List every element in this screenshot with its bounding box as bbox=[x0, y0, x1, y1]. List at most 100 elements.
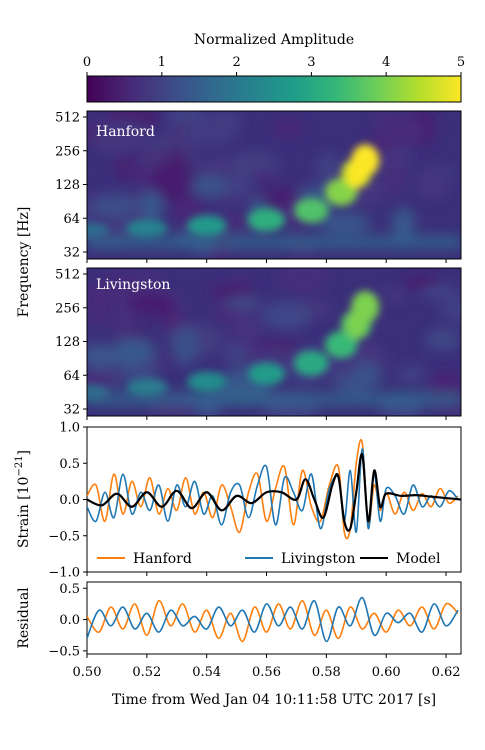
chirp-point bbox=[125, 378, 168, 397]
spectrogram-cell bbox=[254, 169, 277, 184]
spectrogram-cell bbox=[316, 152, 343, 187]
spectrogram-band bbox=[87, 392, 461, 407]
colorbar-tick-label: 4 bbox=[382, 55, 390, 70]
ytick-label: 256 bbox=[55, 144, 80, 159]
colorbar-tick-label: 0 bbox=[83, 55, 91, 70]
chirp-point bbox=[293, 350, 329, 376]
spectrogram-cell bbox=[112, 337, 156, 367]
spectrogram-cell bbox=[128, 292, 175, 317]
hanford-yticks: 32 64 128 256 512 bbox=[55, 111, 87, 261]
legend-label: Hanford bbox=[133, 551, 192, 567]
spectrogram-cell bbox=[87, 294, 112, 326]
ytick-label: 0.5 bbox=[59, 457, 80, 472]
livingston-panel-label: Livingston bbox=[96, 277, 170, 293]
legend-label: Model bbox=[396, 551, 441, 567]
spectrogram-cell bbox=[111, 302, 136, 342]
spectrogram-cell bbox=[424, 328, 461, 351]
residual-series-hanford bbox=[87, 599, 459, 643]
spectrogram-cell bbox=[380, 286, 408, 304]
chirp-point bbox=[125, 219, 168, 238]
strain-series-hanford bbox=[87, 438, 459, 540]
residual-series-livingston bbox=[87, 596, 459, 643]
spectrogram-cell bbox=[87, 343, 120, 367]
ytick-label: 128 bbox=[55, 335, 80, 350]
chirp-peak bbox=[347, 159, 366, 188]
spectrogram-cell bbox=[272, 118, 304, 139]
spectrogram-cell bbox=[227, 173, 250, 196]
strain-plot: 1.0 0.5 0.0 −0.5 −1.0 Strain [10−21] Hanford… bbox=[14, 421, 462, 581]
colorbar-ticks: 0 1 2 3 4 5 bbox=[83, 55, 465, 76]
xtick-label: 0.56 bbox=[252, 665, 281, 680]
spectrogram-cell bbox=[190, 174, 228, 198]
ytick-label: −0.5 bbox=[48, 644, 80, 659]
spectrogram-cell bbox=[104, 119, 152, 150]
ytick-label: 512 bbox=[55, 268, 80, 283]
ytick-label: −1.0 bbox=[48, 566, 80, 581]
chirp-point bbox=[87, 384, 109, 401]
spectrogram-cell bbox=[383, 163, 406, 196]
spectrogram-cell bbox=[224, 295, 263, 311]
colorbar bbox=[86, 75, 462, 103]
spectrogram-cell bbox=[440, 299, 461, 323]
colorbar-tick-label: 1 bbox=[158, 55, 166, 70]
spectrogram-cell bbox=[173, 326, 198, 366]
chirp-point bbox=[293, 197, 329, 224]
xtick-label: 0.58 bbox=[312, 665, 341, 680]
ytick-label: 256 bbox=[55, 301, 80, 316]
spectrogram-cell bbox=[149, 160, 194, 199]
colorbar-tick-label: 2 bbox=[232, 55, 240, 70]
ytick-label: −0.5 bbox=[48, 529, 80, 544]
ytick-label: 32 bbox=[63, 403, 80, 418]
ytick-label: 64 bbox=[63, 212, 80, 227]
xtick-label: 0.60 bbox=[372, 665, 401, 680]
ytick-label: 64 bbox=[63, 369, 80, 384]
ytick-label: 1.0 bbox=[59, 421, 80, 436]
time-axis-label: Time from Wed Jan 04 10:11:58 UTC 2017 [… bbox=[112, 692, 436, 708]
spectrogram-cell bbox=[113, 154, 139, 181]
xtick-label: 0.62 bbox=[432, 665, 461, 680]
hanford-panel-label: Hanford bbox=[96, 124, 155, 140]
chirp-point bbox=[186, 215, 227, 236]
spectrogram-cell bbox=[87, 286, 122, 300]
ytick-label: 0.0 bbox=[59, 493, 80, 508]
colorbar-tick-label: 5 bbox=[457, 55, 465, 70]
chirp-peak bbox=[347, 310, 366, 339]
spectrogram-cell bbox=[277, 268, 328, 293]
spectrogram-cell bbox=[183, 122, 236, 146]
spectrogram-cell bbox=[261, 301, 312, 330]
colorbar-label: Normalized Amplitude bbox=[194, 32, 354, 48]
livingston-spectrogram bbox=[87, 268, 461, 416]
hanford-spectrogram bbox=[87, 111, 461, 259]
chirp-point bbox=[247, 208, 286, 232]
colorbar-tick-label: 3 bbox=[307, 55, 315, 70]
spectrogram-cell bbox=[92, 193, 138, 219]
spectrogram-cell bbox=[415, 168, 449, 200]
ytick-label: 0.5 bbox=[59, 582, 80, 597]
spectrogram-cell bbox=[396, 365, 426, 384]
legend-label: Livingston bbox=[281, 551, 355, 567]
ytick-label: 0.0 bbox=[59, 613, 80, 628]
spectrogram-band bbox=[87, 235, 461, 250]
spectrogram-cell bbox=[420, 284, 461, 302]
strain-axis-exponent: −21 bbox=[14, 455, 25, 476]
livingston-yticks: 32 64 128 256 512 bbox=[55, 268, 87, 418]
frequency-axis-label: Frequency [Hz] bbox=[16, 207, 32, 318]
spectrogram-cell bbox=[373, 114, 427, 148]
chirp-point bbox=[186, 371, 227, 393]
xtick-label: 0.52 bbox=[132, 665, 161, 680]
residual-plot: 0.50.0−0.5 0.50 0.52 0.54 0.56 0.58 0.60 0.62 … bbox=[16, 259, 462, 680]
spectrogram-cell bbox=[140, 190, 164, 222]
strain-series-model bbox=[87, 453, 461, 532]
strain-axis-label: Strain [10−21] bbox=[14, 450, 32, 548]
strain-legend: Hanford Livingston Model bbox=[97, 551, 441, 567]
xtick-label: 0.54 bbox=[192, 665, 221, 680]
spectrogram-cell bbox=[316, 212, 372, 234]
ytick-label: 512 bbox=[55, 111, 80, 126]
chirp-point bbox=[87, 222, 109, 239]
xtick-label: 0.50 bbox=[73, 665, 102, 680]
spectrogram-cell bbox=[391, 207, 416, 239]
spectrogram-cell bbox=[227, 313, 264, 348]
ytick-label: 128 bbox=[55, 178, 80, 193]
chirp-point bbox=[247, 362, 286, 386]
